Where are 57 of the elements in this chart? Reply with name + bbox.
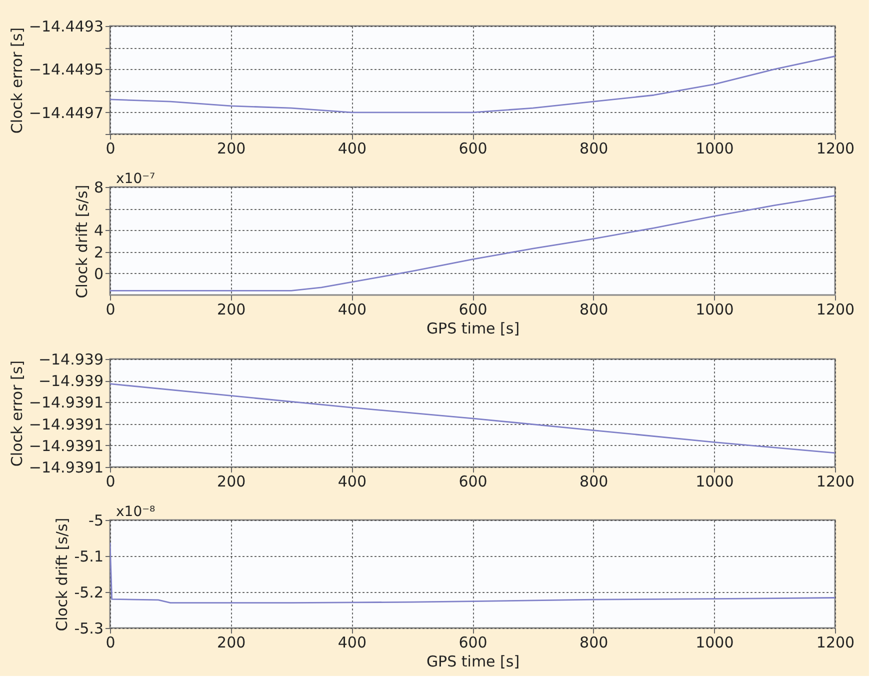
y-tick-label: −14.4493 (28, 18, 104, 36)
y-tick-label: -5.2 (74, 584, 104, 602)
x-tick-label: 400 (338, 472, 366, 490)
y-tick-label: −14.9391 (28, 458, 104, 476)
x-tick-label: 1000 (696, 300, 734, 318)
x-tick-label: 600 (458, 140, 488, 158)
x-tick-label: 400 (338, 300, 366, 318)
y-tick-label: -5.3 (74, 620, 104, 638)
y-tick-label: −14.9391 (28, 394, 104, 412)
x-tick-label: 600 (458, 472, 488, 490)
x-tick-label: 200 (217, 634, 246, 652)
y-axis-title: Clock drift [s/s] (53, 518, 72, 632)
x-tick-label: 1000 (696, 634, 734, 652)
line-series (110, 542, 835, 604)
x-tick-label: 1200 (816, 300, 855, 318)
x-tick-label: 200 (217, 140, 246, 158)
x-tick-label: 0 (106, 472, 116, 490)
x-tick-label: 800 (580, 634, 608, 652)
x-tick-label: 1200 (816, 634, 855, 652)
y-tick-label: 4 (94, 222, 104, 240)
x-axis-title: GPS time [s] (426, 320, 520, 338)
x-tick-label: 0 (106, 140, 116, 158)
x-tick-label: 400 (338, 634, 366, 652)
y-tick-label: -5.1 (74, 548, 104, 566)
x-tick-label: 1200 (816, 140, 855, 158)
y-tick-label: 2 (94, 243, 104, 262)
text: x10⁻⁷ (116, 171, 156, 187)
y-tick-label: -5 (88, 512, 104, 530)
line-series (110, 56, 835, 114)
x-tick-label: 1200 (816, 472, 855, 490)
y-tick-label: 8 (94, 178, 104, 196)
y-tick-label: −14.4497 (28, 104, 104, 122)
y-tick-label: −14.4495 (28, 60, 104, 79)
x-tick-label: 200 (217, 300, 246, 318)
x-tick-label: 200 (217, 472, 246, 490)
x-tick-label: 1000 (696, 140, 734, 158)
text: x10⁻⁸ (116, 504, 156, 520)
y-tick-label: −14.9391 (28, 415, 104, 434)
y-tick-label: −14.939 (38, 350, 104, 368)
x-tick-label: 800 (580, 472, 608, 490)
y-axis-title: Clock error [s] (8, 360, 26, 467)
x-axis-title: GPS time [s] (426, 652, 520, 670)
x-tick-label: 1000 (696, 472, 734, 490)
line-series (110, 383, 835, 454)
x-tick-label: 0 (106, 300, 116, 318)
y-axis-title: Clock error [s] (8, 27, 26, 134)
x-tick-label: 0 (106, 634, 116, 652)
y-tick-label: −14.9391 (28, 436, 104, 455)
x-tick-label: 600 (458, 300, 488, 318)
x-tick-label: 400 (338, 140, 366, 158)
y-tick-label: −14.939 (38, 372, 104, 390)
y-tick-label: 0 (94, 264, 104, 283)
line-series (110, 194, 835, 292)
x-tick-label: 800 (580, 140, 608, 158)
y-axis-title: Clock drift [s/s] (72, 184, 91, 298)
x-tick-label: 600 (458, 634, 488, 652)
x-tick-label: 800 (580, 300, 608, 318)
